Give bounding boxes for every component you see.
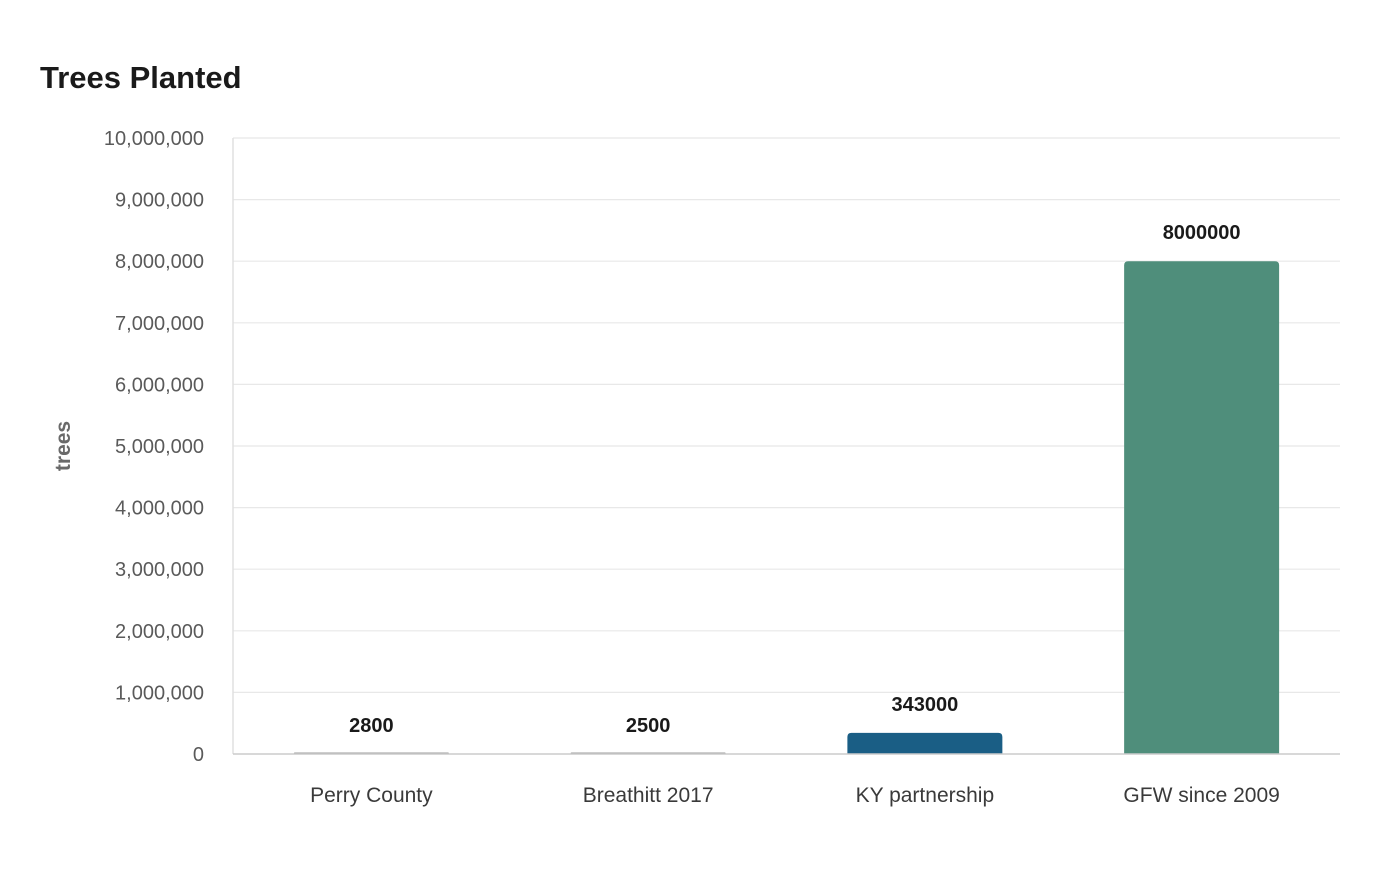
data-label: 8000000 [1163, 222, 1241, 244]
data-label: 343000 [892, 694, 959, 716]
y-tick-label: 10,000,000 [104, 128, 204, 150]
y-tick-label: 2,000,000 [115, 621, 204, 643]
data-label: 2800 [349, 715, 394, 737]
bar [847, 732, 1003, 754]
x-tick-label: Breathitt 2017 [583, 784, 714, 807]
chart-title: Trees Planted [40, 60, 242, 95]
data-label: 2500 [626, 715, 671, 737]
data-labels: 2800 2500 343000 8000000 [349, 222, 1240, 737]
bar [1124, 261, 1280, 754]
y-axis-title: trees [52, 421, 75, 471]
x-tick-label: KY partnership [856, 784, 995, 807]
y-tick-label: 0 [193, 744, 204, 766]
y-tick-label: 1,000,000 [115, 682, 204, 704]
y-tick-label: 9,000,000 [115, 190, 204, 212]
y-tick-label: 4,000,000 [115, 498, 204, 520]
bars [293, 261, 1280, 754]
y-tick-label: 5,000,000 [115, 436, 204, 458]
y-tick-label: 6,000,000 [115, 374, 204, 396]
y-tick-label: 8,000,000 [115, 251, 204, 273]
y-axis-ticks: 0 1,000,000 2,000,000 3,000,000 4,000,000 5,0… [104, 128, 204, 766]
x-axis-ticks: Perry County Breathitt 2017 KY partnership… [310, 784, 1280, 807]
y-tick-label: 7,000,000 [115, 313, 204, 335]
x-tick-label: GFW since 2009 [1123, 784, 1279, 807]
x-tick-label: Perry County [310, 784, 433, 807]
y-tick-label: 3,000,000 [115, 559, 204, 581]
